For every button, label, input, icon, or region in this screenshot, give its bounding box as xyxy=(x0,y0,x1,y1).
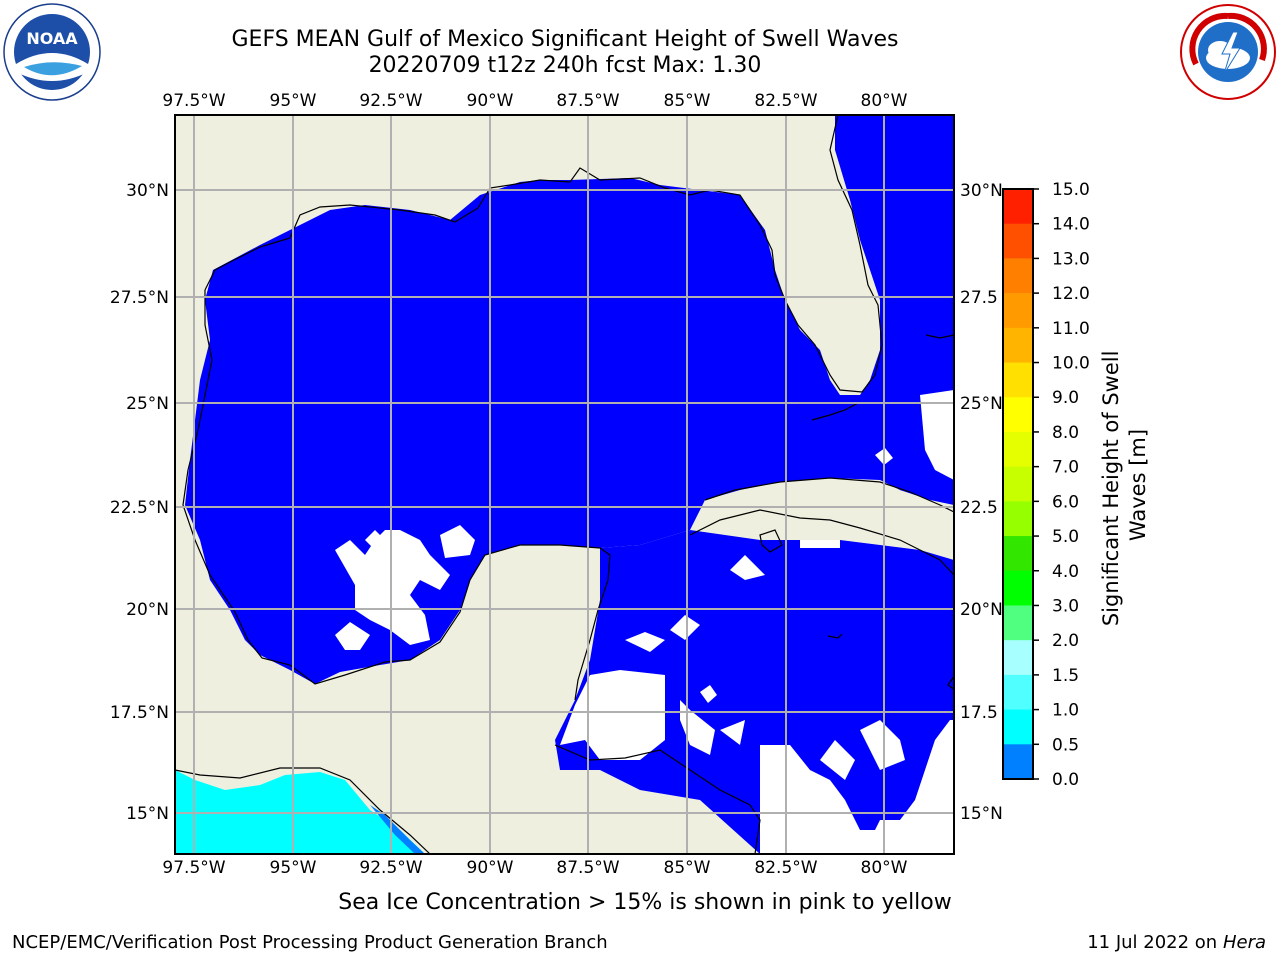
colorbar-tick-label: 15.0 xyxy=(1052,180,1090,200)
lat-tick-right: 27.5 xyxy=(960,288,998,308)
lat-tick-left: 30°N xyxy=(126,181,169,201)
lat-tick-left: 15°N xyxy=(126,804,169,824)
colorbar-segment xyxy=(1003,640,1033,676)
pacific-swell-field-edge xyxy=(370,805,425,854)
lon-tick-bottom: 97.5°W xyxy=(162,858,225,878)
colorbar-tick-label: 8.0 xyxy=(1052,423,1079,443)
colorbar-tick-label: 6.0 xyxy=(1052,492,1079,512)
colorbar-segment xyxy=(1003,362,1033,398)
colorbar-tick-label: 12.0 xyxy=(1052,284,1090,304)
lon-tick-bottom: 95°W xyxy=(270,858,317,878)
footer-date-text: 11 Jul 2022 on xyxy=(1087,932,1218,953)
colorbar-tick-labels: 15.0 14.0 13.0 12.0 11.0 10.0 9.0 8.0 7.0 6.0 5.0 4… xyxy=(1052,180,1090,790)
colorbar-segment xyxy=(1003,189,1033,225)
nws-logo xyxy=(1180,4,1276,100)
lon-tick-top: 80°W xyxy=(861,91,908,111)
lat-tick-labels-left: 30°N 27.5°N 25°N 22.5°N 20°N 17.5°N 15°N xyxy=(110,181,169,824)
coastlines xyxy=(175,115,954,854)
colorbar xyxy=(1002,188,1039,780)
lon-tick-top: 95°W xyxy=(270,91,317,111)
lat-tick-left: 20°N xyxy=(126,600,169,620)
lat-tick-right: 17.5 xyxy=(960,703,998,723)
colorbar-segment xyxy=(1003,570,1033,606)
colorbar-segment xyxy=(1003,605,1033,641)
lon-tick-bottom: 92.5°W xyxy=(359,858,422,878)
footer-date: 11 Jul 2022 on Hera xyxy=(1087,932,1266,953)
svg-text:NOAA: NOAA xyxy=(26,29,78,48)
lat-tick-left: 27.5°N xyxy=(110,288,169,308)
sea-ice-caption: Sea Ice Concentration > 15% is shown in … xyxy=(338,890,952,915)
lat-tick-right: 20°N xyxy=(960,600,1003,620)
lon-tick-top: 92.5°W xyxy=(359,91,422,111)
lon-tick-top: 85°W xyxy=(664,91,711,111)
colorbar-segment xyxy=(1003,397,1033,433)
colorbar-frame xyxy=(1002,188,1034,780)
lon-tick-top: 97.5°W xyxy=(162,91,225,111)
lon-tick-top: 90°W xyxy=(467,91,514,111)
chart-title: GEFS MEAN Gulf of Mexico Significant Hei… xyxy=(231,27,899,52)
lat-tick-right: 22.5 xyxy=(960,498,998,518)
colorbar-tick-label: 1.0 xyxy=(1052,701,1079,721)
colorbar-tick-label: 5.0 xyxy=(1052,527,1079,547)
footer-credit: NCEP/EMC/Verification Post Processing Pr… xyxy=(12,932,608,953)
colorbar-tick-label: 13.0 xyxy=(1052,249,1090,269)
colorbar-tick-label: 9.0 xyxy=(1052,388,1079,408)
lon-tick-bottom: 80°W xyxy=(861,858,908,878)
colorbar-tick-label: 3.0 xyxy=(1052,596,1079,616)
colorbar-tick-label: 10.0 xyxy=(1052,354,1090,374)
lon-tick-labels-bottom: 97.5°W 95°W 92.5°W 90°W 87.5°W 85°W 82.5… xyxy=(162,858,907,878)
colorbar-segment xyxy=(1003,293,1033,329)
lat-tick-right: 15°N xyxy=(960,804,1003,824)
lon-tick-bottom: 85°W xyxy=(664,858,711,878)
colorbar-segment xyxy=(1003,466,1033,502)
lat-tick-left: 17.5°N xyxy=(110,703,169,723)
lon-tick-labels-top: 97.5°W 95°W 92.5°W 90°W 87.5°W 85°W 82.5… xyxy=(162,91,907,111)
lon-tick-bottom: 87.5°W xyxy=(556,858,619,878)
colorbar-segment xyxy=(1003,709,1033,745)
colorbar-segment xyxy=(1003,431,1033,468)
map-area xyxy=(175,115,954,854)
colorbar-tick-label: 0.0 xyxy=(1052,770,1079,790)
lat-tick-right: 30°N xyxy=(960,181,1003,201)
colorbar-tick-label: 7.0 xyxy=(1052,458,1079,478)
footer-host: Hera xyxy=(1222,932,1266,953)
colorbar-tick-label: 0.5 xyxy=(1052,735,1079,755)
lat-tick-right: 25°N xyxy=(960,394,1003,414)
gridlines xyxy=(175,115,954,854)
lat-tick-left: 25°N xyxy=(126,394,169,414)
map-frame xyxy=(174,114,955,855)
colorbar-tick-label: 4.0 xyxy=(1052,562,1079,582)
lon-tick-top: 87.5°W xyxy=(556,91,619,111)
noaa-logo: NOAA xyxy=(3,3,101,101)
colorbar-segment xyxy=(1003,223,1033,259)
colorbar-segment xyxy=(1003,674,1033,711)
colorbar-tick-label: 2.0 xyxy=(1052,631,1079,651)
caribbean-swell-field xyxy=(555,530,954,854)
colorbar-segment xyxy=(1003,327,1033,364)
no-data-patches xyxy=(335,390,954,854)
colorbar-tick-label: 1.5 xyxy=(1052,666,1079,686)
lat-tick-labels-right: 30°N 27.5 25°N 22.5 20°N 17.5 15°N xyxy=(960,181,1003,824)
colorbar-segment xyxy=(1003,536,1033,572)
colorbar-segment xyxy=(1003,744,1033,780)
lon-tick-top: 82.5°W xyxy=(754,91,817,111)
lon-tick-bottom: 82.5°W xyxy=(754,858,817,878)
chart-subtitle: 20220709 t12z 240h fcst Max: 1.30 xyxy=(368,53,762,78)
lat-tick-left: 22.5°N xyxy=(110,498,169,518)
colorbar-tick-label: 11.0 xyxy=(1052,319,1090,339)
colorbar-segment xyxy=(1003,258,1033,294)
colorbar-tick-label: 14.0 xyxy=(1052,215,1090,235)
colorbar-label: Significant Height of Swell Waves [m] xyxy=(1099,344,1150,626)
colorbar-segment xyxy=(1003,501,1033,537)
lon-tick-bottom: 90°W xyxy=(467,858,514,878)
